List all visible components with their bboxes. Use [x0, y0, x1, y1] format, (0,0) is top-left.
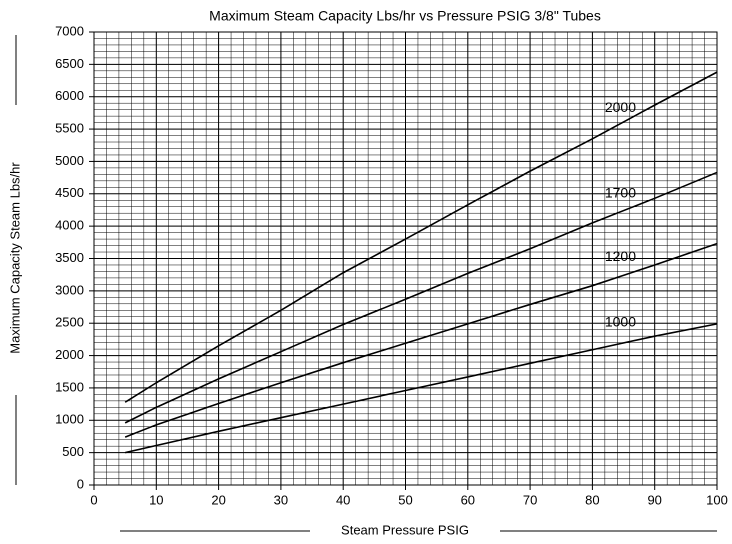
y-tick-label: 3000	[55, 282, 84, 297]
x-tick-label: 70	[523, 492, 537, 507]
x-tick-label: 80	[585, 492, 599, 507]
x-tick-label: 0	[90, 492, 97, 507]
series-label: 1700	[605, 185, 636, 201]
x-tick-label: 20	[211, 492, 225, 507]
plot-frame	[93, 31, 718, 486]
y-tick-label: 7000	[55, 23, 84, 38]
y-tick-label: 2000	[55, 347, 84, 362]
series-line	[124, 323, 718, 454]
y-tick-label: 1500	[55, 379, 84, 394]
series-line	[124, 242, 718, 438]
x-axis-label: Steam Pressure PSIG	[341, 522, 469, 537]
x-tick-label: 40	[336, 492, 350, 507]
x-tick-label: 50	[398, 492, 412, 507]
y-tick-label: 5000	[55, 153, 84, 168]
series-line	[124, 71, 718, 403]
y-tick-label: 6500	[55, 56, 84, 71]
series-line	[124, 171, 718, 424]
y-tick-label: 3500	[55, 250, 84, 265]
x-tick-label: 90	[647, 492, 661, 507]
y-tick-label: 1000	[55, 412, 84, 427]
y-tick-label: 5500	[55, 121, 84, 136]
y-tick-label: 6000	[55, 88, 84, 103]
chart-title: Maximum Steam Capacity Lbs/hr vs Pressur…	[209, 8, 601, 24]
y-tick-label: 4500	[55, 185, 84, 200]
y-tick-label: 4000	[55, 218, 84, 233]
y-axis-label: Maximum Capacity Steam Lbs/hr	[7, 162, 22, 354]
x-tick-label: 10	[149, 492, 163, 507]
y-tick-label: 2500	[55, 315, 84, 330]
x-tick-label: 30	[274, 492, 288, 507]
series-label: 1200	[605, 248, 636, 264]
series-label: 2000	[605, 99, 636, 115]
x-tick-label: 100	[706, 492, 728, 507]
y-tick-label: 500	[62, 444, 84, 459]
series-label: 1000	[605, 314, 636, 330]
x-tick-label: 60	[461, 492, 475, 507]
y-tick-label: 0	[77, 476, 84, 491]
